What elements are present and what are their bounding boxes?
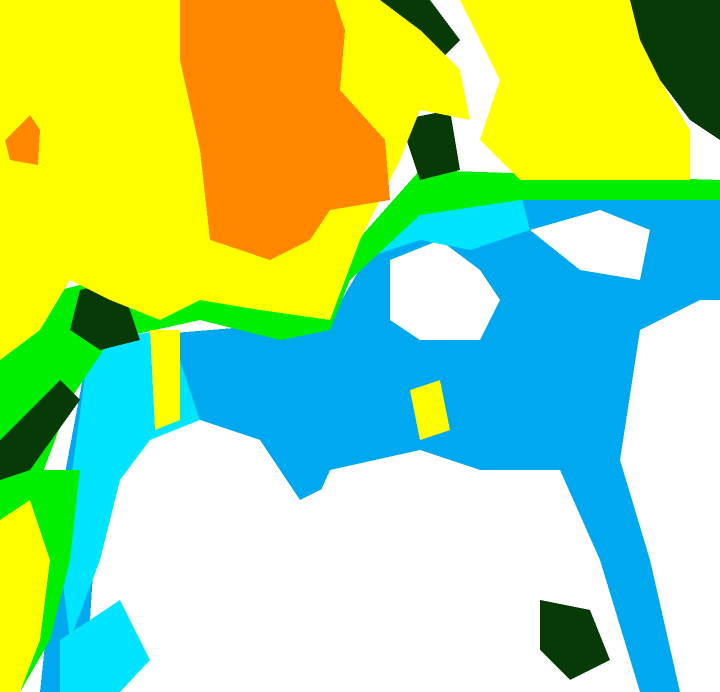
region-darkgreen-se bbox=[540, 600, 610, 680]
region-white-right bbox=[620, 300, 720, 692]
region-yellow-sw bbox=[0, 500, 50, 692]
region-orange-west bbox=[5, 115, 40, 165]
region-white-center bbox=[390, 240, 500, 340]
region-darkgreen-mid bbox=[400, 110, 460, 180]
region-white-east bbox=[530, 210, 650, 280]
region-white-bottom bbox=[90, 420, 600, 692]
region-yellow-ne bbox=[460, 0, 690, 180]
region-yellow-islet-1 bbox=[410, 380, 450, 440]
region-cyan-bottom bbox=[60, 600, 150, 692]
region-orange-main bbox=[180, 0, 390, 260]
region-yellow-islet-2 bbox=[150, 330, 180, 430]
region-darkgreen-ne bbox=[630, 0, 720, 140]
region-darkgreen-sw bbox=[0, 380, 80, 480]
